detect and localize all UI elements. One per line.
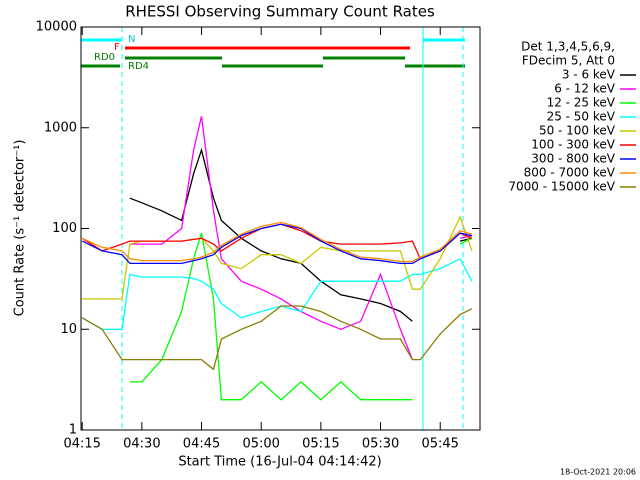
y-tick-label: 10 (60, 322, 77, 337)
legend-label: 800 - 7000 keV (524, 166, 616, 180)
x-tick-label: 04:15 (63, 437, 100, 452)
x-tick-label: 05:30 (362, 437, 399, 452)
x-axis-label: Start Time (16-Jul-04 04:14:42) (178, 455, 381, 470)
legend-label: 300 - 800 keV (531, 152, 615, 166)
flag-label: RD0 (94, 52, 115, 63)
flag-label: RD4 (128, 61, 149, 72)
x-tick-label: 04:45 (183, 437, 220, 452)
y-tick-label: 100 (52, 221, 77, 236)
legend-label: 50 - 100 keV (539, 124, 616, 138)
legend-label: 7000 - 15000 keV (508, 180, 615, 194)
y-tick-label: 1 (69, 423, 77, 438)
series-line (129, 232, 473, 401)
legend-header: FDecim 5, Att 0 (522, 54, 615, 68)
timestamp: 18-Oct-2021 20:06 (560, 468, 636, 477)
flag-label: N (128, 34, 135, 45)
y-axis-label: Count Rate (s⁻¹ detector⁻¹) (13, 140, 28, 317)
series-line (81, 221, 473, 263)
series-line (81, 305, 473, 371)
series-line (81, 223, 473, 265)
legend-label: 12 - 25 keV (547, 96, 616, 110)
series-line (81, 257, 473, 330)
legend-header: Det 1,3,4,5,6,9, (521, 40, 615, 54)
legend-label: 6 - 12 keV (554, 82, 616, 96)
legend-label: 3 - 6 keV (562, 68, 616, 82)
legend-label: 100 - 300 keV (531, 138, 615, 152)
y-tick-label: 10000 (36, 20, 77, 35)
series-line (129, 116, 473, 360)
chart-title: RHESSI Observing Summary Count Rates (125, 3, 435, 21)
x-tick-label: 05:00 (242, 437, 279, 452)
legend-label: 25 - 50 keV (547, 110, 616, 124)
x-tick-label: 05:15 (302, 437, 339, 452)
x-tick-label: 05:45 (421, 437, 458, 452)
flag-label: F (114, 42, 120, 53)
x-tick-label: 04:30 (123, 437, 160, 452)
y-tick-label: 1000 (44, 120, 77, 135)
